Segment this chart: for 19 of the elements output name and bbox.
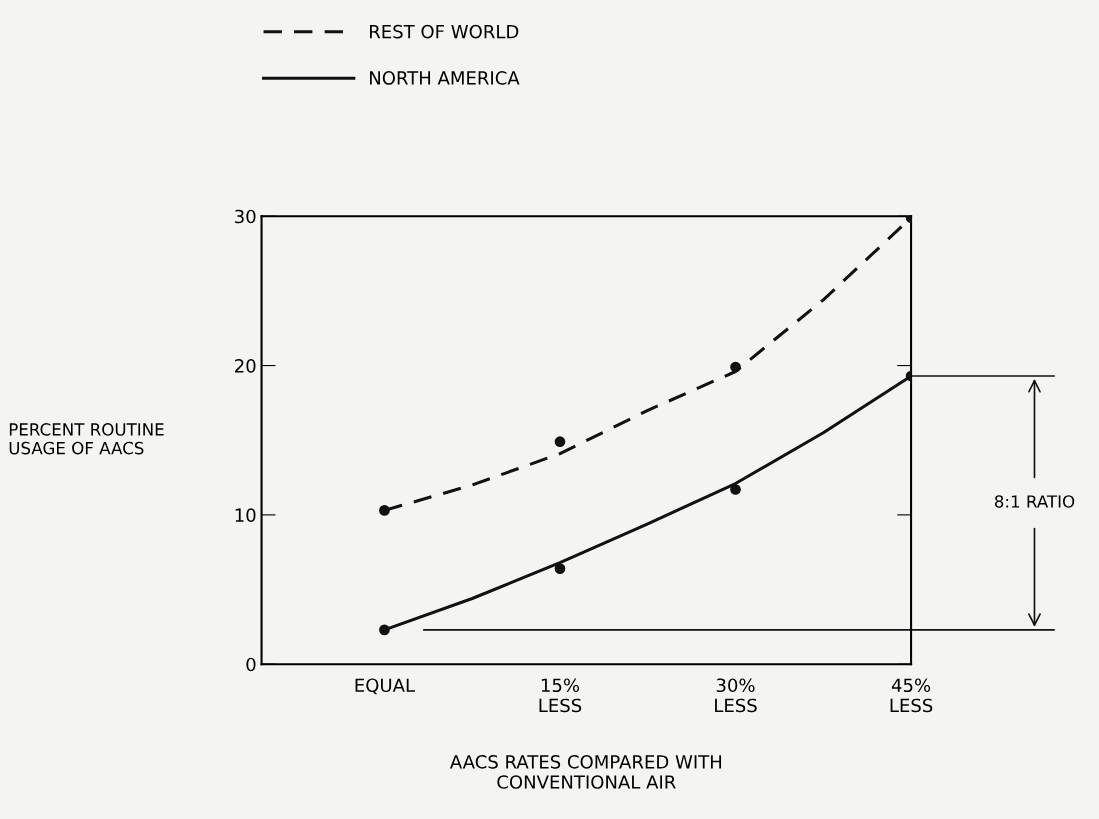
y-tick-label: 10 — [235, 508, 256, 522]
legend-label: NORTH AMERICA — [370, 71, 520, 85]
y-tick-label: 30 — [235, 209, 256, 224]
x-tick-label: 30% LESS — [715, 678, 757, 713]
point — [379, 624, 390, 636]
x-tick-label: 15% LESS — [539, 678, 582, 713]
point — [730, 361, 741, 373]
legend-label: REST OF WORLD — [370, 24, 519, 39]
point — [554, 563, 566, 574]
x-tick-label: 45% LESS — [890, 678, 933, 713]
point — [730, 484, 741, 495]
x-axis-title: AACS RATES COMPARED WITH CONVENTIONAL AIR — [449, 755, 722, 789]
point — [554, 436, 566, 448]
y-axis-title: PERCENT ROUTINE USAGE OF AACS — [9, 423, 164, 455]
text: 8:1 RATIO — [994, 495, 1075, 508]
y-tick-label: 20 — [235, 359, 256, 373]
y-tick-label: 0 — [246, 657, 256, 672]
x-tick-label: EQUAL — [355, 678, 415, 695]
point — [379, 505, 390, 516]
